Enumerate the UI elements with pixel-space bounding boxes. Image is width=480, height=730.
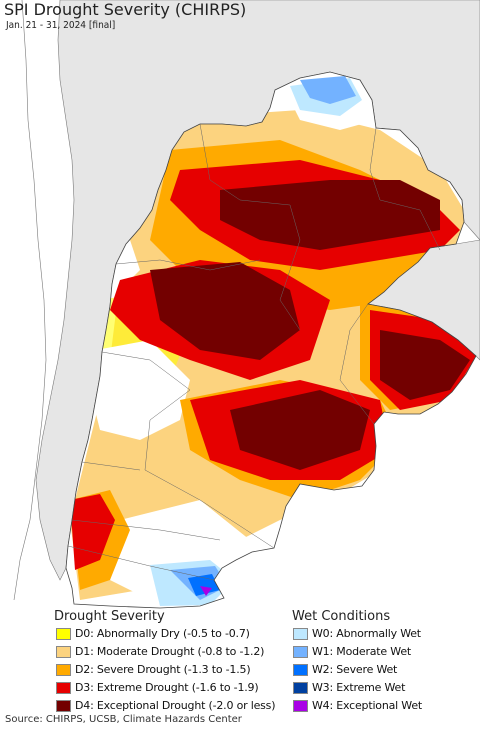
country-borders — [65, 71, 477, 609]
swatch-w1 — [293, 645, 308, 658]
legend-item-d2: D2: Severe Drought (-1.3 to -1.5) — [56, 662, 251, 677]
drought-legend-heading: Drought Severity — [54, 609, 165, 624]
legend-label-w3: W3: Extreme Wet — [312, 681, 406, 694]
coastline — [13, 0, 47, 601]
swatch-w0 — [293, 627, 308, 640]
legend-label-w0: W0: Abnormally Wet — [312, 627, 421, 640]
swatch-d3 — [56, 681, 71, 694]
swatch-d1 — [56, 645, 71, 658]
legend-item-w3: W3: Extreme Wet — [293, 680, 405, 695]
legend-label-d4: D4: Exceptional Drought (-2.0 or less) — [75, 699, 276, 712]
swatch-w4 — [293, 699, 308, 712]
swatch-d4 — [56, 699, 71, 712]
legend-item-w2: W2: Severe Wet — [293, 662, 397, 677]
province-borders — [67, 123, 441, 581]
map-title: SPI Drought Severity (CHIRPS) — [4, 0, 247, 19]
swatch-d0 — [56, 627, 71, 640]
legend-label-w1: W1: Moderate Wet — [312, 645, 412, 658]
swatch-w3 — [293, 681, 308, 694]
legend-item-d4: D4: Exceptional Drought (-2.0 or less) — [56, 698, 275, 713]
legend-label-d0: D0: Abnormally Dry (-0.5 to -0.7) — [75, 627, 250, 640]
legend-item-d0: D0: Abnormally Dry (-0.5 to -0.7) — [56, 626, 250, 641]
legend-label-w2: W2: Severe Wet — [312, 663, 398, 676]
drought-map — [13, 0, 480, 609]
map-subtitle: Jan. 21 - 31, 2024 [final] — [6, 20, 116, 31]
legend-item-w1: W1: Moderate Wet — [293, 644, 411, 659]
legend-item-d1: D1: Moderate Drought (-0.8 to -1.2) — [56, 644, 264, 659]
wet-legend-heading: Wet Conditions — [292, 609, 391, 624]
legend-label-d1: D1: Moderate Drought (-0.8 to -1.2) — [75, 645, 265, 658]
legend-label-w4: W4: Exceptional Wet — [312, 699, 423, 712]
legend-label-d3: D3: Extreme Drought (-1.6 to -1.9) — [75, 681, 259, 694]
swatch-d2 — [56, 663, 71, 676]
legend-item-d3: D3: Extreme Drought (-1.6 to -1.9) — [56, 680, 259, 695]
swatch-w2 — [293, 663, 308, 676]
source-credit: Source: CHIRPS, UCSB, Climate Hazards Ce… — [5, 714, 242, 725]
legend-item-w4: W4: Exceptional Wet — [293, 698, 422, 713]
legend-item-w0: W0: Abnormally Wet — [293, 626, 421, 641]
legend-label-d2: D2: Severe Drought (-1.3 to -1.5) — [75, 663, 251, 676]
